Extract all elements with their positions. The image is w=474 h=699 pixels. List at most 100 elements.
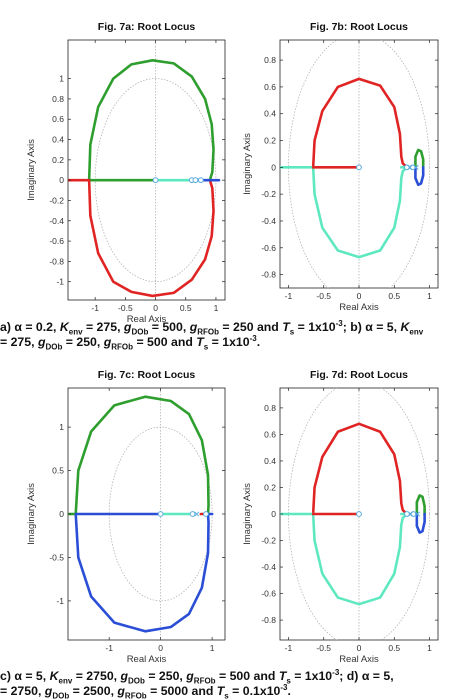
x-tick-label: 1 [427, 291, 432, 301]
y-tick-label: -0.4 [49, 216, 64, 226]
y-tick-label: 0.2 [264, 482, 276, 492]
caption-segment: K [59, 320, 69, 334]
caption-ab-line1: a) α = 0.2, Kenv = 275, gDOb = 500, gRFO… [0, 320, 474, 337]
x-tick-label: -0.5 [118, 303, 133, 313]
caption-segment: RFOb [124, 691, 147, 699]
caption-ab: a) α = 0.2, Kenv = 275, gDOb = 500, gRFO… [0, 320, 474, 350]
caption-segment: = 0.1x10 [228, 684, 281, 698]
caption-segment: DOb [128, 676, 145, 686]
y-tick-label: 0.6 [264, 82, 276, 92]
x-tick-label: -1 [105, 643, 113, 653]
zero-marker [192, 177, 199, 184]
x-axis-label: Real Axis [127, 654, 167, 665]
zero-marker [197, 177, 204, 184]
caption-segment: g [186, 669, 194, 683]
y-tick-label: -1 [56, 277, 64, 287]
caption-segment: -3 [280, 682, 288, 692]
y-tick-label: -0.6 [49, 236, 64, 246]
caption-segment: . [287, 684, 291, 698]
y-tick-label: -0.2 [261, 536, 276, 546]
plot-frame [67, 39, 226, 301]
y-tick-label: 0.4 [264, 456, 276, 466]
x-tick-label: -1 [285, 291, 293, 301]
x-tick-label: -1 [285, 643, 293, 653]
caption-segment: RFOb [197, 327, 219, 337]
plot-area [68, 40, 221, 300]
caption-cd: c) α = 5, Kenv = 2750, gDOb = 250, gRFOb… [0, 669, 474, 699]
caption-segment: = 1x10 [290, 669, 333, 683]
pole-marker [413, 164, 419, 170]
locus-branch-green [74, 395, 210, 516]
x-tick-label: 0.5 [388, 291, 400, 301]
caption-segment: = 500 and [215, 669, 279, 683]
caption-segment: a) α = 0.2, [0, 320, 60, 334]
y-tick-label: -0.8 [261, 270, 276, 280]
chart-7d: Fig. 7d: Root Locus -1 -0.5 0 0.5 1 -0.8 -0.6 -0… [242, 369, 439, 665]
x-tick-label: 0 [357, 291, 362, 301]
y-tick-label: -0.4 [261, 216, 276, 226]
y-tick-label: 0 [271, 162, 276, 172]
caption-segment: = 250, [144, 669, 187, 683]
pole-marker [194, 511, 200, 517]
caption-segment: = 250, [62, 335, 104, 349]
caption-ab-line2: = 275, gDOb = 250, gRFOb = 500 and Ts = … [0, 333, 474, 350]
caption-segment: g [117, 684, 125, 698]
caption-segment: = 275, [82, 320, 124, 334]
chart-title: Fig. 7b: Root Locus [310, 21, 408, 33]
caption-segment: RFOb [111, 342, 134, 350]
y-tick-label: 0 [59, 509, 64, 519]
y-tick-label: -0.6 [261, 243, 276, 253]
caption-cd-line1: c) α = 5, Kenv = 2750, gDOb = 250, gRFOb… [0, 669, 474, 686]
caption-segment: = 250 and [219, 320, 283, 334]
locus-branch-blue [415, 512, 426, 534]
y-axis-label: Imaginary Axis [242, 483, 253, 545]
x-tick-label: 0 [158, 643, 163, 653]
caption-segment: = 275, [0, 335, 38, 349]
locus-branch-blue [414, 166, 425, 187]
y-tick-label: 0.2 [52, 155, 64, 165]
x-tick-label: 0.5 [180, 303, 192, 313]
y-tick-label: 1 [59, 422, 64, 432]
caption-segment: env [409, 327, 424, 337]
caption-segment: s [286, 676, 291, 686]
chart-title: Fig. 7d: Root Locus [310, 369, 408, 381]
caption-segment: DOb [52, 691, 70, 699]
caption-segment: g [123, 320, 132, 334]
caption-segment: g [189, 320, 198, 334]
y-tick-label: -0.2 [49, 195, 64, 205]
caption-segment: ; b) α = 5, [342, 320, 401, 334]
zero-marker [189, 511, 196, 517]
y-tick-label: -0.5 [49, 552, 64, 562]
x-axis-label: Real Axis [339, 654, 379, 665]
locus-branch-red [87, 178, 215, 298]
y-axis-label: Imaginary Axis [242, 133, 253, 195]
y-tick-label: 0 [59, 175, 64, 185]
zero-marker [356, 511, 362, 517]
caption-segment: = 500 and [133, 335, 197, 349]
caption-segment: = 5000 and [146, 684, 217, 698]
chart-title: Fig. 7a: Root Locus [98, 21, 196, 33]
plot-area [280, 40, 430, 288]
y-axis-label: Imaginary Axis [26, 483, 37, 545]
x-tick-label: 1 [210, 643, 215, 653]
x-axis-label: Real Axis [127, 314, 167, 324]
y-tick-label: 0.8 [264, 403, 276, 413]
unit-circle-guide [288, 388, 430, 640]
y-tick-label: 0.4 [52, 135, 64, 145]
y-axis-label: Imaginary Axis [26, 139, 37, 201]
caption-segment: -3 [335, 320, 343, 328]
zero-marker [356, 164, 362, 171]
x-tick-label: -1 [91, 303, 99, 313]
pole-marker [407, 164, 413, 170]
caption-segment: = 2500, [69, 684, 118, 698]
x-axis-label: Real Axis [339, 302, 379, 313]
caption-segment: g [103, 335, 112, 349]
y-tick-label: -0.6 [261, 589, 276, 599]
x-tick-label: -0.5 [316, 643, 331, 653]
caption-segment: RFOb [193, 676, 216, 686]
caption-segment: = 1x10 [294, 320, 336, 334]
locus-branch-cyan [311, 166, 409, 259]
caption-segment: -3 [249, 333, 257, 343]
y-tick-label: 0.4 [264, 109, 276, 119]
